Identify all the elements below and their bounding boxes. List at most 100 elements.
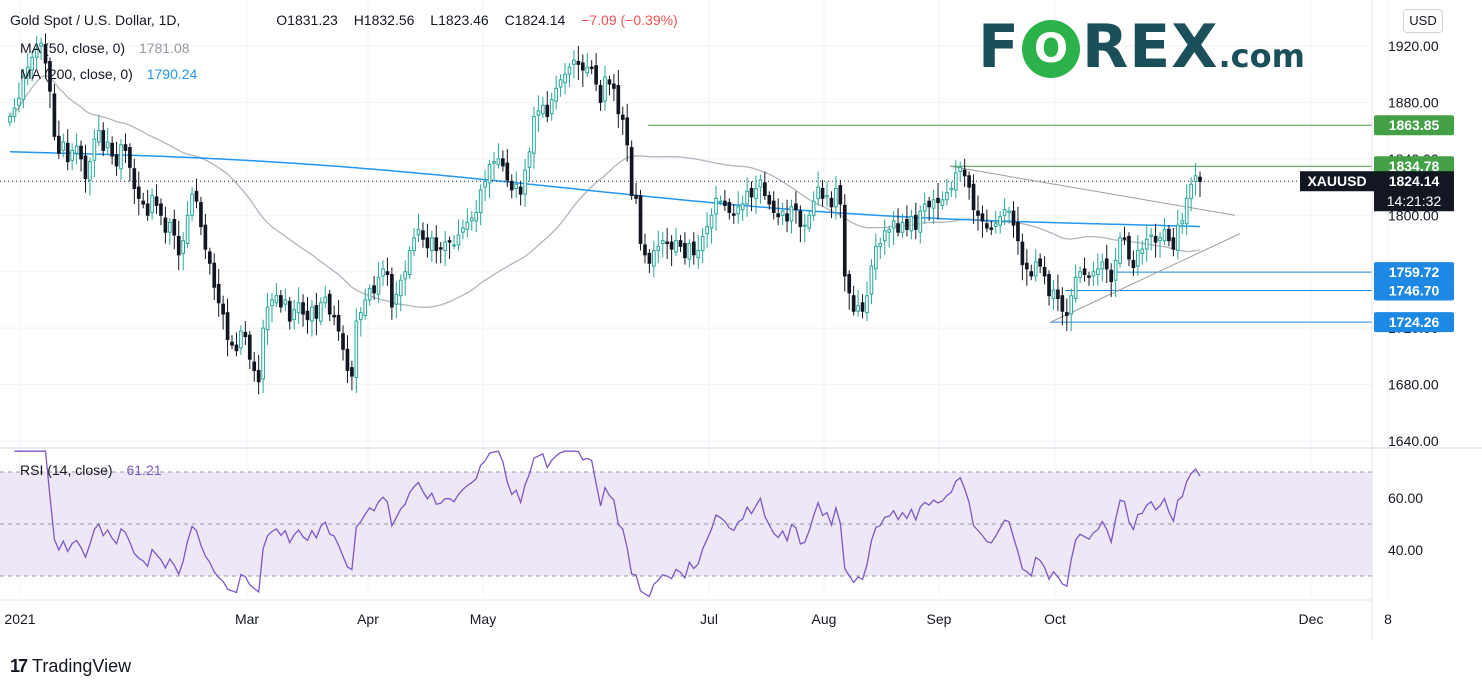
candle-body (48, 61, 52, 92)
candle-body (207, 251, 212, 264)
candle-body (234, 344, 239, 352)
candle-body (891, 220, 896, 229)
candle-body (199, 202, 203, 228)
candle-body (869, 265, 874, 295)
candle-body (1020, 241, 1025, 266)
candle-body (1122, 237, 1127, 240)
candle-body (474, 211, 479, 222)
price-tick-label: 1640.00 (1388, 433, 1439, 449)
candle-body (501, 158, 505, 167)
candle-body (114, 154, 119, 167)
candle-body (1029, 271, 1034, 277)
candle-body (1162, 228, 1167, 242)
high-value: H1832.56 (353, 12, 415, 28)
candle-body (958, 166, 963, 173)
candle-body (141, 200, 146, 205)
candle-body (478, 189, 483, 213)
candle-body (989, 227, 994, 230)
candle-body (758, 179, 763, 188)
candle-body (541, 104, 545, 115)
candle-body (74, 145, 79, 154)
candle-body (776, 213, 781, 218)
candle-body (310, 306, 314, 322)
candle-body (785, 213, 789, 222)
candle-body (834, 187, 838, 208)
candle-body (168, 221, 172, 233)
candle-body (594, 65, 598, 85)
candle-body (976, 210, 980, 216)
candle-body (96, 130, 101, 143)
candle-body (629, 147, 634, 197)
candle-body (616, 85, 621, 115)
candle-body (558, 79, 563, 88)
price-tick-label: 1920.00 (1388, 38, 1439, 54)
candle-body (123, 144, 128, 151)
ma50-legend[interactable]: MA (50, close, 0) 1781.08 (20, 40, 192, 56)
candle-body (669, 241, 674, 250)
candle-body (221, 303, 225, 315)
candle-body (203, 224, 208, 250)
candle-body (736, 206, 741, 215)
candle-body (1131, 259, 1136, 268)
ma200-legend[interactable]: MA (200, close, 0) 1790.24 (20, 66, 199, 82)
candle-body (287, 300, 292, 322)
level-price-tag (1374, 115, 1454, 136)
candle-body (603, 76, 607, 102)
candle-body (971, 183, 976, 211)
horizontal-levels (0, 124, 1372, 323)
candle-body (505, 162, 510, 181)
candle-body (1011, 210, 1016, 226)
candle-body (30, 56, 35, 71)
candle-body (239, 330, 243, 349)
candle-body (12, 107, 17, 118)
axes: 1920.001880.001840.001800.001760.001720.… (0, 0, 1482, 640)
level-price-tag (1374, 280, 1454, 301)
candle-body (1069, 295, 1074, 315)
candle-body (993, 223, 998, 228)
candle-body (545, 104, 550, 118)
candle-body (936, 197, 940, 204)
time-tick-label: Jul (700, 611, 718, 627)
candle-body (882, 230, 887, 242)
change-value: −7.09 (−0.39%) (581, 12, 678, 28)
candle-body (372, 285, 376, 294)
currency-button[interactable]: USD (1403, 9, 1443, 33)
candle-body (487, 164, 492, 184)
candle-body (807, 214, 812, 229)
candle-body (842, 204, 847, 277)
candle-body (1042, 266, 1047, 277)
candle-body (652, 250, 656, 267)
tradingview-brand[interactable]: 17 TradingView (10, 656, 131, 677)
logo-text-f: F (978, 12, 1020, 82)
candle-body (394, 293, 399, 305)
price-tick-label: 1680.00 (1388, 377, 1439, 393)
candle-body (718, 200, 723, 203)
candle-body (336, 314, 341, 332)
candle-body (620, 114, 625, 120)
candle-body (554, 87, 558, 102)
logo-o-icon: O (1022, 20, 1080, 78)
candle-body (358, 312, 363, 321)
candle-body (447, 240, 452, 243)
candle-body (851, 295, 856, 312)
candle-body (461, 227, 465, 233)
candle-body (407, 250, 412, 276)
candle-body (323, 296, 328, 304)
candle-body (802, 224, 807, 227)
candle-body (438, 247, 443, 250)
time-tick-label: Sep (927, 611, 952, 627)
candle-body (1127, 235, 1131, 260)
candle-body (1056, 289, 1060, 300)
candle-body (643, 244, 647, 256)
candle-body (1002, 209, 1007, 216)
lower-trendline (1049, 233, 1241, 323)
candle-body (79, 145, 83, 160)
candle-body (52, 93, 57, 137)
candle-body (1180, 220, 1185, 225)
candle-body (674, 240, 678, 253)
candle-body (998, 216, 1003, 226)
candle-body (456, 234, 461, 246)
tradingview-name: TradingView (32, 656, 132, 676)
candle-body (150, 195, 154, 213)
rsi-legend[interactable]: RSI (14, close) 61.21 (20, 462, 164, 478)
